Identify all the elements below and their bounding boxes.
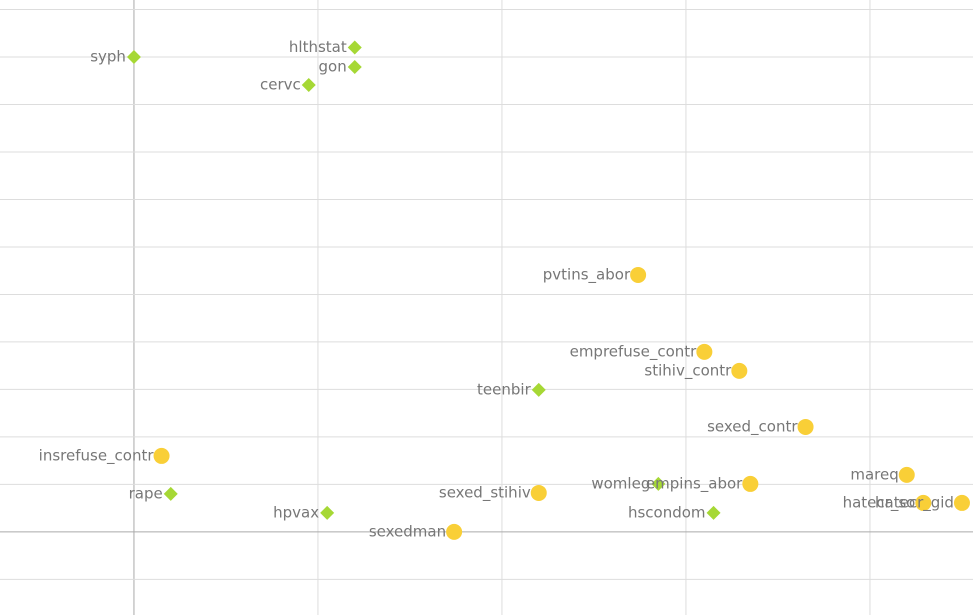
- point: [797, 418, 814, 435]
- point: [126, 49, 141, 64]
- point-label: hscondom: [628, 503, 706, 521]
- point: [446, 523, 463, 540]
- point-label: sexed_contr: [707, 417, 798, 436]
- point: [898, 466, 915, 483]
- point-label: pvtins_abor: [543, 265, 631, 284]
- point: [530, 484, 547, 501]
- point-label: rape: [129, 484, 163, 502]
- point-label: emprefuse_contr: [570, 342, 698, 361]
- point: [915, 494, 932, 511]
- point: [706, 505, 721, 520]
- point-label: hatecr_gid: [875, 493, 954, 512]
- point: [320, 505, 335, 520]
- point: [742, 475, 759, 492]
- point-label: sexed_stihiv: [439, 483, 531, 502]
- point: [347, 59, 362, 74]
- point-label: teenbir: [477, 380, 532, 398]
- point-label: insrefuse_contr: [39, 446, 155, 465]
- point-label: gon: [319, 57, 347, 75]
- point: [301, 78, 316, 93]
- point-label: cervc: [260, 76, 301, 94]
- point: [651, 476, 666, 491]
- point-label: empins_abor: [646, 474, 743, 493]
- point-label: syph: [90, 47, 126, 65]
- point-label: hlthstat: [289, 38, 347, 56]
- point: [153, 447, 170, 464]
- point: [731, 362, 748, 379]
- point-label: womleg: [591, 474, 650, 492]
- point: [696, 343, 713, 360]
- point: [953, 494, 970, 511]
- point: [163, 486, 178, 501]
- point-label: mareq: [850, 465, 898, 483]
- point-label: stihiv_contr: [644, 361, 732, 380]
- point: [347, 40, 362, 55]
- point-label: hatecr_so: [843, 493, 916, 512]
- point: [531, 382, 546, 397]
- point-label: sexedman: [369, 522, 446, 540]
- point-label: hpvax: [273, 503, 319, 521]
- point: [630, 266, 647, 283]
